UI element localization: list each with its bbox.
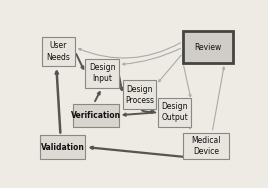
FancyBboxPatch shape	[158, 98, 191, 127]
Text: Verification: Verification	[71, 111, 121, 120]
FancyBboxPatch shape	[42, 37, 75, 66]
Text: Design
Process: Design Process	[125, 85, 154, 105]
FancyBboxPatch shape	[123, 80, 156, 109]
Text: Medical
Device: Medical Device	[191, 136, 221, 156]
Text: Design
Input: Design Input	[89, 63, 115, 83]
FancyBboxPatch shape	[73, 104, 119, 127]
FancyBboxPatch shape	[85, 59, 119, 88]
Text: Design
Output: Design Output	[161, 102, 188, 122]
Text: Review: Review	[194, 43, 222, 52]
FancyBboxPatch shape	[183, 31, 233, 63]
Text: Validation: Validation	[41, 143, 84, 152]
FancyBboxPatch shape	[40, 136, 85, 159]
Text: User
Needs: User Needs	[46, 42, 70, 61]
FancyBboxPatch shape	[183, 133, 229, 159]
